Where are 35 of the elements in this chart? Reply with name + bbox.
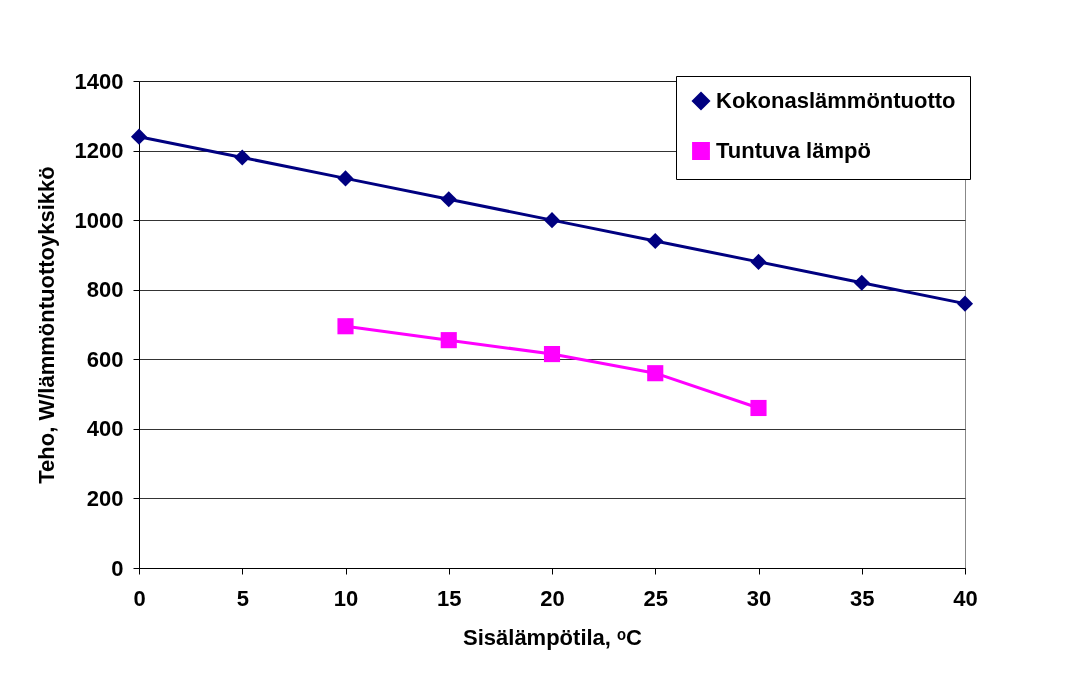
- point: [337, 318, 354, 335]
- point: [543, 212, 561, 229]
- y-tick-label: 1000: [74, 207, 124, 233]
- x-tick-label: 15: [437, 585, 462, 611]
- legend-label: Kokonaslämmöntuotto: [716, 88, 956, 113]
- x-tick-label: 0: [133, 585, 146, 611]
- x-tick-label: 40: [953, 585, 978, 611]
- point: [853, 274, 870, 291]
- point: [647, 232, 664, 250]
- x-tick-label: 10: [333, 585, 359, 611]
- x-axis-title: Sisälämpötila, ᵒC: [463, 624, 643, 650]
- y-tick-label: 800: [86, 277, 124, 303]
- y-axis-title: Teho, W/lämmöntuottoyksikkö: [33, 166, 59, 484]
- point: [440, 332, 457, 349]
- x-tick-label: 5: [236, 585, 249, 611]
- point: [647, 365, 664, 382]
- y-tick-label: 200: [86, 485, 124, 511]
- x-tick-label: 20: [540, 585, 565, 611]
- point: [130, 128, 148, 145]
- point: [750, 399, 767, 417]
- legend-label: Tuntuva lämpö: [716, 138, 871, 163]
- point: [234, 149, 251, 166]
- y-tick-label: 1400: [74, 68, 124, 94]
- y-tick-label: 400: [86, 416, 124, 442]
- point: [956, 295, 974, 312]
- y-tick-label: 1200: [74, 138, 124, 164]
- point: [543, 346, 561, 363]
- y-tick-label: 600: [86, 346, 124, 372]
- point: [750, 253, 767, 270]
- x-tick-label: 35: [850, 585, 875, 611]
- point: [440, 191, 457, 208]
- y-tick-label: 0: [111, 555, 124, 581]
- x-tick-label: 25: [643, 585, 668, 611]
- x-tick-label: 30: [746, 585, 772, 611]
- point: [337, 170, 354, 187]
